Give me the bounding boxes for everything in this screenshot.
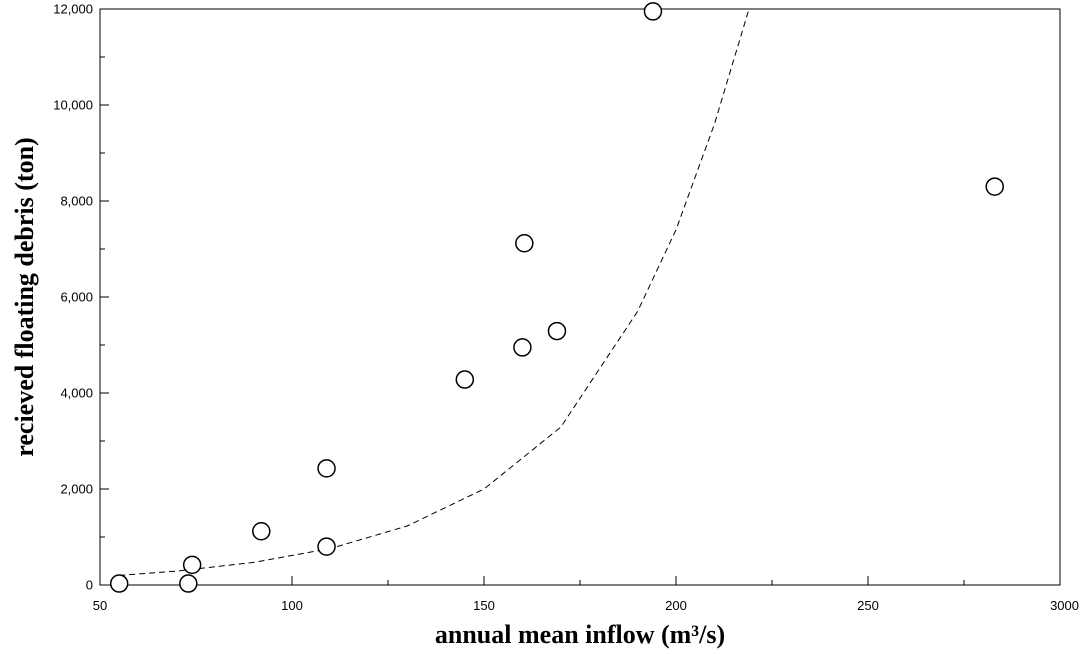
x-tick-label: 100 — [281, 598, 303, 613]
y-tick-label: 12,000 — [53, 2, 93, 17]
data-point — [179, 574, 198, 593]
x-tick-label: 150 — [473, 598, 495, 613]
x-tick-label: 200 — [665, 598, 687, 613]
x-tick-label: 3000 — [1050, 598, 1079, 613]
data-points-layer — [109, 2, 1004, 593]
fit-curve-layer — [119, 8, 750, 576]
data-point — [513, 338, 532, 357]
data-point — [317, 459, 336, 478]
fit-curve — [119, 8, 750, 576]
y-axis: 0 2,000 4,000 6,000 8,000 10,000 12,000 — [53, 2, 109, 593]
data-point — [455, 370, 475, 389]
x-tick-label: 250 — [857, 598, 879, 613]
data-point — [515, 233, 534, 253]
data-point — [317, 537, 336, 556]
x-axis: 50 100 150 200 250 3000 — [93, 576, 1079, 613]
y-axis-title: recieved floating debris (ton) — [10, 137, 39, 456]
y-tick-label: 6,000 — [60, 290, 93, 305]
x-tick-label: 50 — [93, 598, 107, 613]
data-point — [985, 177, 1004, 196]
data-point — [109, 574, 129, 593]
data-point — [252, 521, 271, 541]
y-tick-label: 10,000 — [53, 98, 93, 113]
y-tick-label: 0 — [86, 578, 93, 593]
plot-frame — [99, 8, 1061, 586]
data-point — [643, 2, 663, 21]
x-axis-title: annual mean inflow (m³/s) — [435, 620, 725, 649]
y-tick-label: 8,000 — [60, 194, 93, 209]
data-point — [547, 321, 567, 341]
y-tick-label: 2,000 — [60, 482, 93, 497]
y-tick-label: 4,000 — [60, 386, 93, 401]
data-point — [182, 555, 202, 575]
